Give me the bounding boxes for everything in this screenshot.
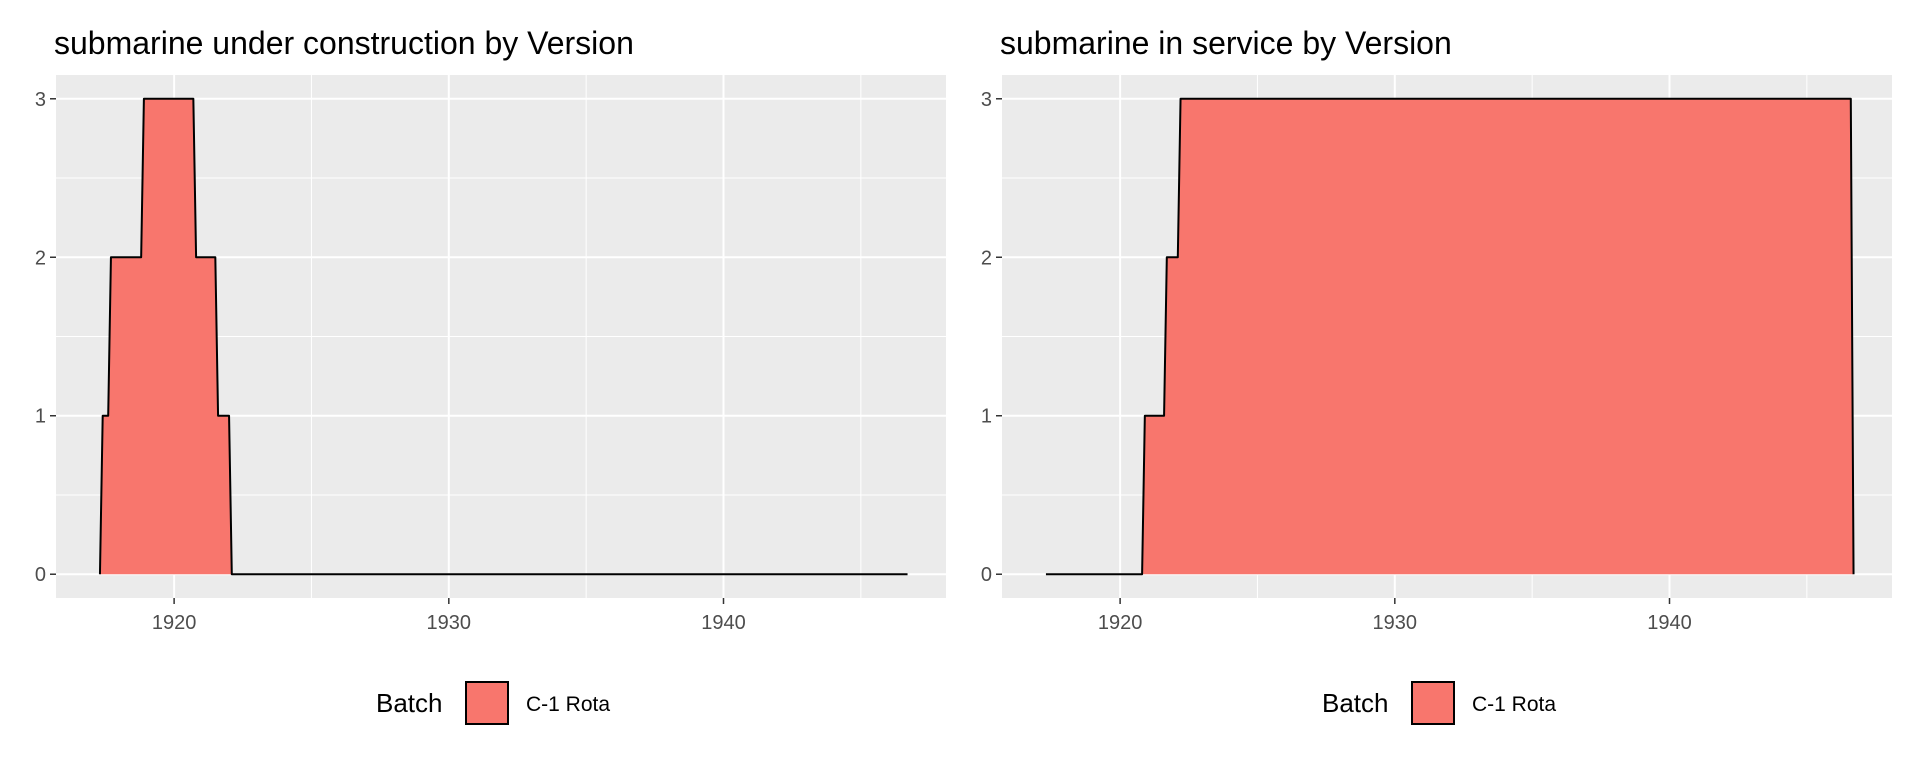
- x-tick-label: 1940: [1647, 612, 1692, 634]
- area-series-fill: [1045, 98, 1854, 575]
- area-series-fill: [99, 98, 908, 575]
- chart-panel-2: submarine in service by Version 0 1 2 3 1920 1…: [981, 25, 1892, 725]
- x-tick-label: 1920: [1098, 612, 1143, 634]
- legend-title: Batch: [1322, 688, 1389, 718]
- x-tick-label: 1930: [1373, 612, 1418, 634]
- y-tick-label: 2: [981, 247, 992, 269]
- legend-entry-label: C-1 Rota: [526, 693, 610, 716]
- y-tick-label: 0: [981, 564, 992, 586]
- legend-title: Batch: [376, 688, 443, 718]
- chart-panel-1: submarine under construction by Version 0…: [35, 25, 946, 725]
- y-tick-label: 0: [35, 564, 46, 586]
- y-tick-label: 3: [981, 89, 992, 111]
- y-tick-label: 1: [35, 406, 46, 428]
- chart-title: submarine in service by Version: [1000, 25, 1452, 61]
- legend-key: [1411, 681, 1455, 725]
- legend: Batch C-1 Rota: [1322, 681, 1556, 725]
- x-tick-label: 1920: [152, 612, 197, 634]
- legend-entry-label: C-1 Rota: [1472, 693, 1556, 716]
- y-tick-label: 2: [35, 247, 46, 269]
- area-series-outline: [98, 97, 908, 576]
- legend: Batch C-1 Rota: [376, 681, 610, 725]
- x-tick-label: 1930: [427, 612, 472, 634]
- legend-key: [465, 681, 509, 725]
- y-tick-label: 3: [35, 89, 46, 111]
- y-tick-label: 1: [981, 406, 992, 428]
- area-series-outline: [1045, 97, 1855, 576]
- x-tick-label: 1940: [701, 612, 746, 634]
- chart-title: submarine under construction by Version: [54, 25, 634, 61]
